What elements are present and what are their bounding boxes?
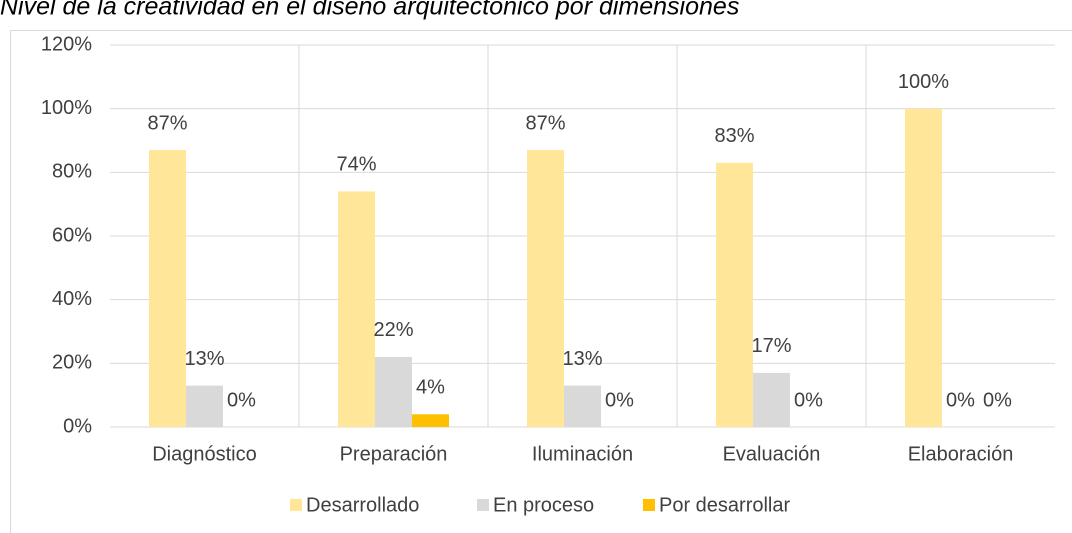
- x-tick-label: Elaboración: [908, 443, 1014, 465]
- bar: [338, 191, 375, 427]
- data-label: 83%: [714, 125, 754, 147]
- x-tick-label: Diagnóstico: [152, 443, 257, 465]
- legend-swatch: [290, 499, 302, 511]
- data-label: 0%: [983, 389, 1012, 411]
- legend-swatch: [643, 499, 655, 511]
- y-tick-label: 0%: [63, 415, 92, 437]
- data-label: 0%: [605, 389, 634, 411]
- data-label: 13%: [562, 348, 602, 370]
- bar: [564, 385, 601, 427]
- y-tick-label: 60%: [52, 224, 92, 246]
- x-tick-label: Iluminación: [532, 443, 633, 465]
- y-tick-label: 120%: [41, 33, 92, 55]
- data-label: 17%: [751, 335, 791, 357]
- chart-title: Nivel de la creatividad en el diseño arq…: [0, 0, 739, 21]
- x-tick-label: Preparación: [340, 443, 448, 465]
- x-tick-label: Evaluación: [723, 443, 821, 465]
- bar: [375, 356, 412, 427]
- data-label: 87%: [147, 112, 187, 134]
- legend-label: Desarrollado: [306, 494, 419, 516]
- data-label: 0%: [794, 389, 823, 411]
- bar: [527, 150, 564, 428]
- y-tick-label: 100%: [41, 97, 92, 119]
- bar: [716, 162, 753, 428]
- data-label: 100%: [898, 71, 949, 93]
- data-label: 4%: [416, 377, 445, 399]
- y-tick-label: 80%: [52, 161, 92, 183]
- data-label: 74%: [336, 154, 376, 176]
- data-label: 13%: [184, 348, 224, 370]
- data-label: 22%: [373, 319, 413, 341]
- bar: [149, 150, 186, 428]
- legend-swatch: [477, 499, 489, 511]
- legend-label: En proceso: [493, 494, 594, 516]
- bar: [412, 414, 449, 427]
- y-tick-label: 40%: [52, 288, 92, 310]
- y-tick-label: 20%: [52, 352, 92, 374]
- bar: [186, 385, 223, 427]
- bar: [905, 108, 942, 428]
- data-label: 0%: [227, 389, 256, 411]
- bar: [753, 372, 790, 427]
- legend-label: Por desarrollar: [659, 494, 791, 516]
- data-label: 87%: [525, 112, 565, 134]
- data-label: 0%: [946, 389, 975, 411]
